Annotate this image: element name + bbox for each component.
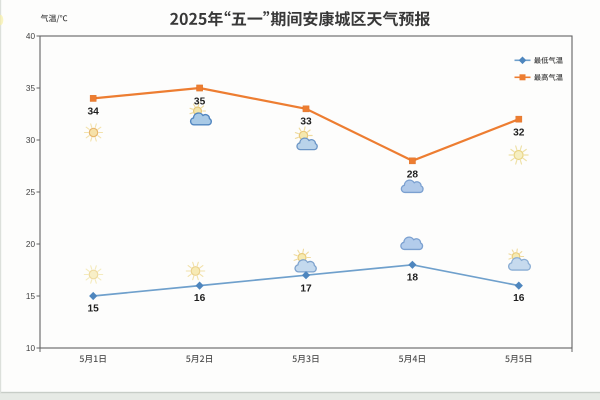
svg-text:33: 33 [300, 117, 312, 128]
svg-text:32: 32 [513, 128, 525, 139]
svg-text:17: 17 [300, 284, 312, 295]
svg-text:25: 25 [26, 188, 36, 197]
svg-text:15: 15 [88, 304, 100, 315]
svg-text:35: 35 [194, 97, 206, 108]
svg-text:18: 18 [407, 273, 419, 284]
svg-text:15: 15 [26, 292, 36, 301]
svg-text:35: 35 [26, 84, 36, 93]
svg-text:34: 34 [88, 107, 100, 118]
svg-text:16: 16 [513, 293, 525, 304]
svg-text:28: 28 [407, 170, 419, 181]
svg-text:30: 30 [26, 136, 36, 145]
svg-text:10: 10 [26, 344, 36, 353]
svg-text:16: 16 [194, 293, 206, 304]
svg-text:40: 40 [26, 32, 36, 41]
svg-text:20: 20 [26, 240, 36, 249]
